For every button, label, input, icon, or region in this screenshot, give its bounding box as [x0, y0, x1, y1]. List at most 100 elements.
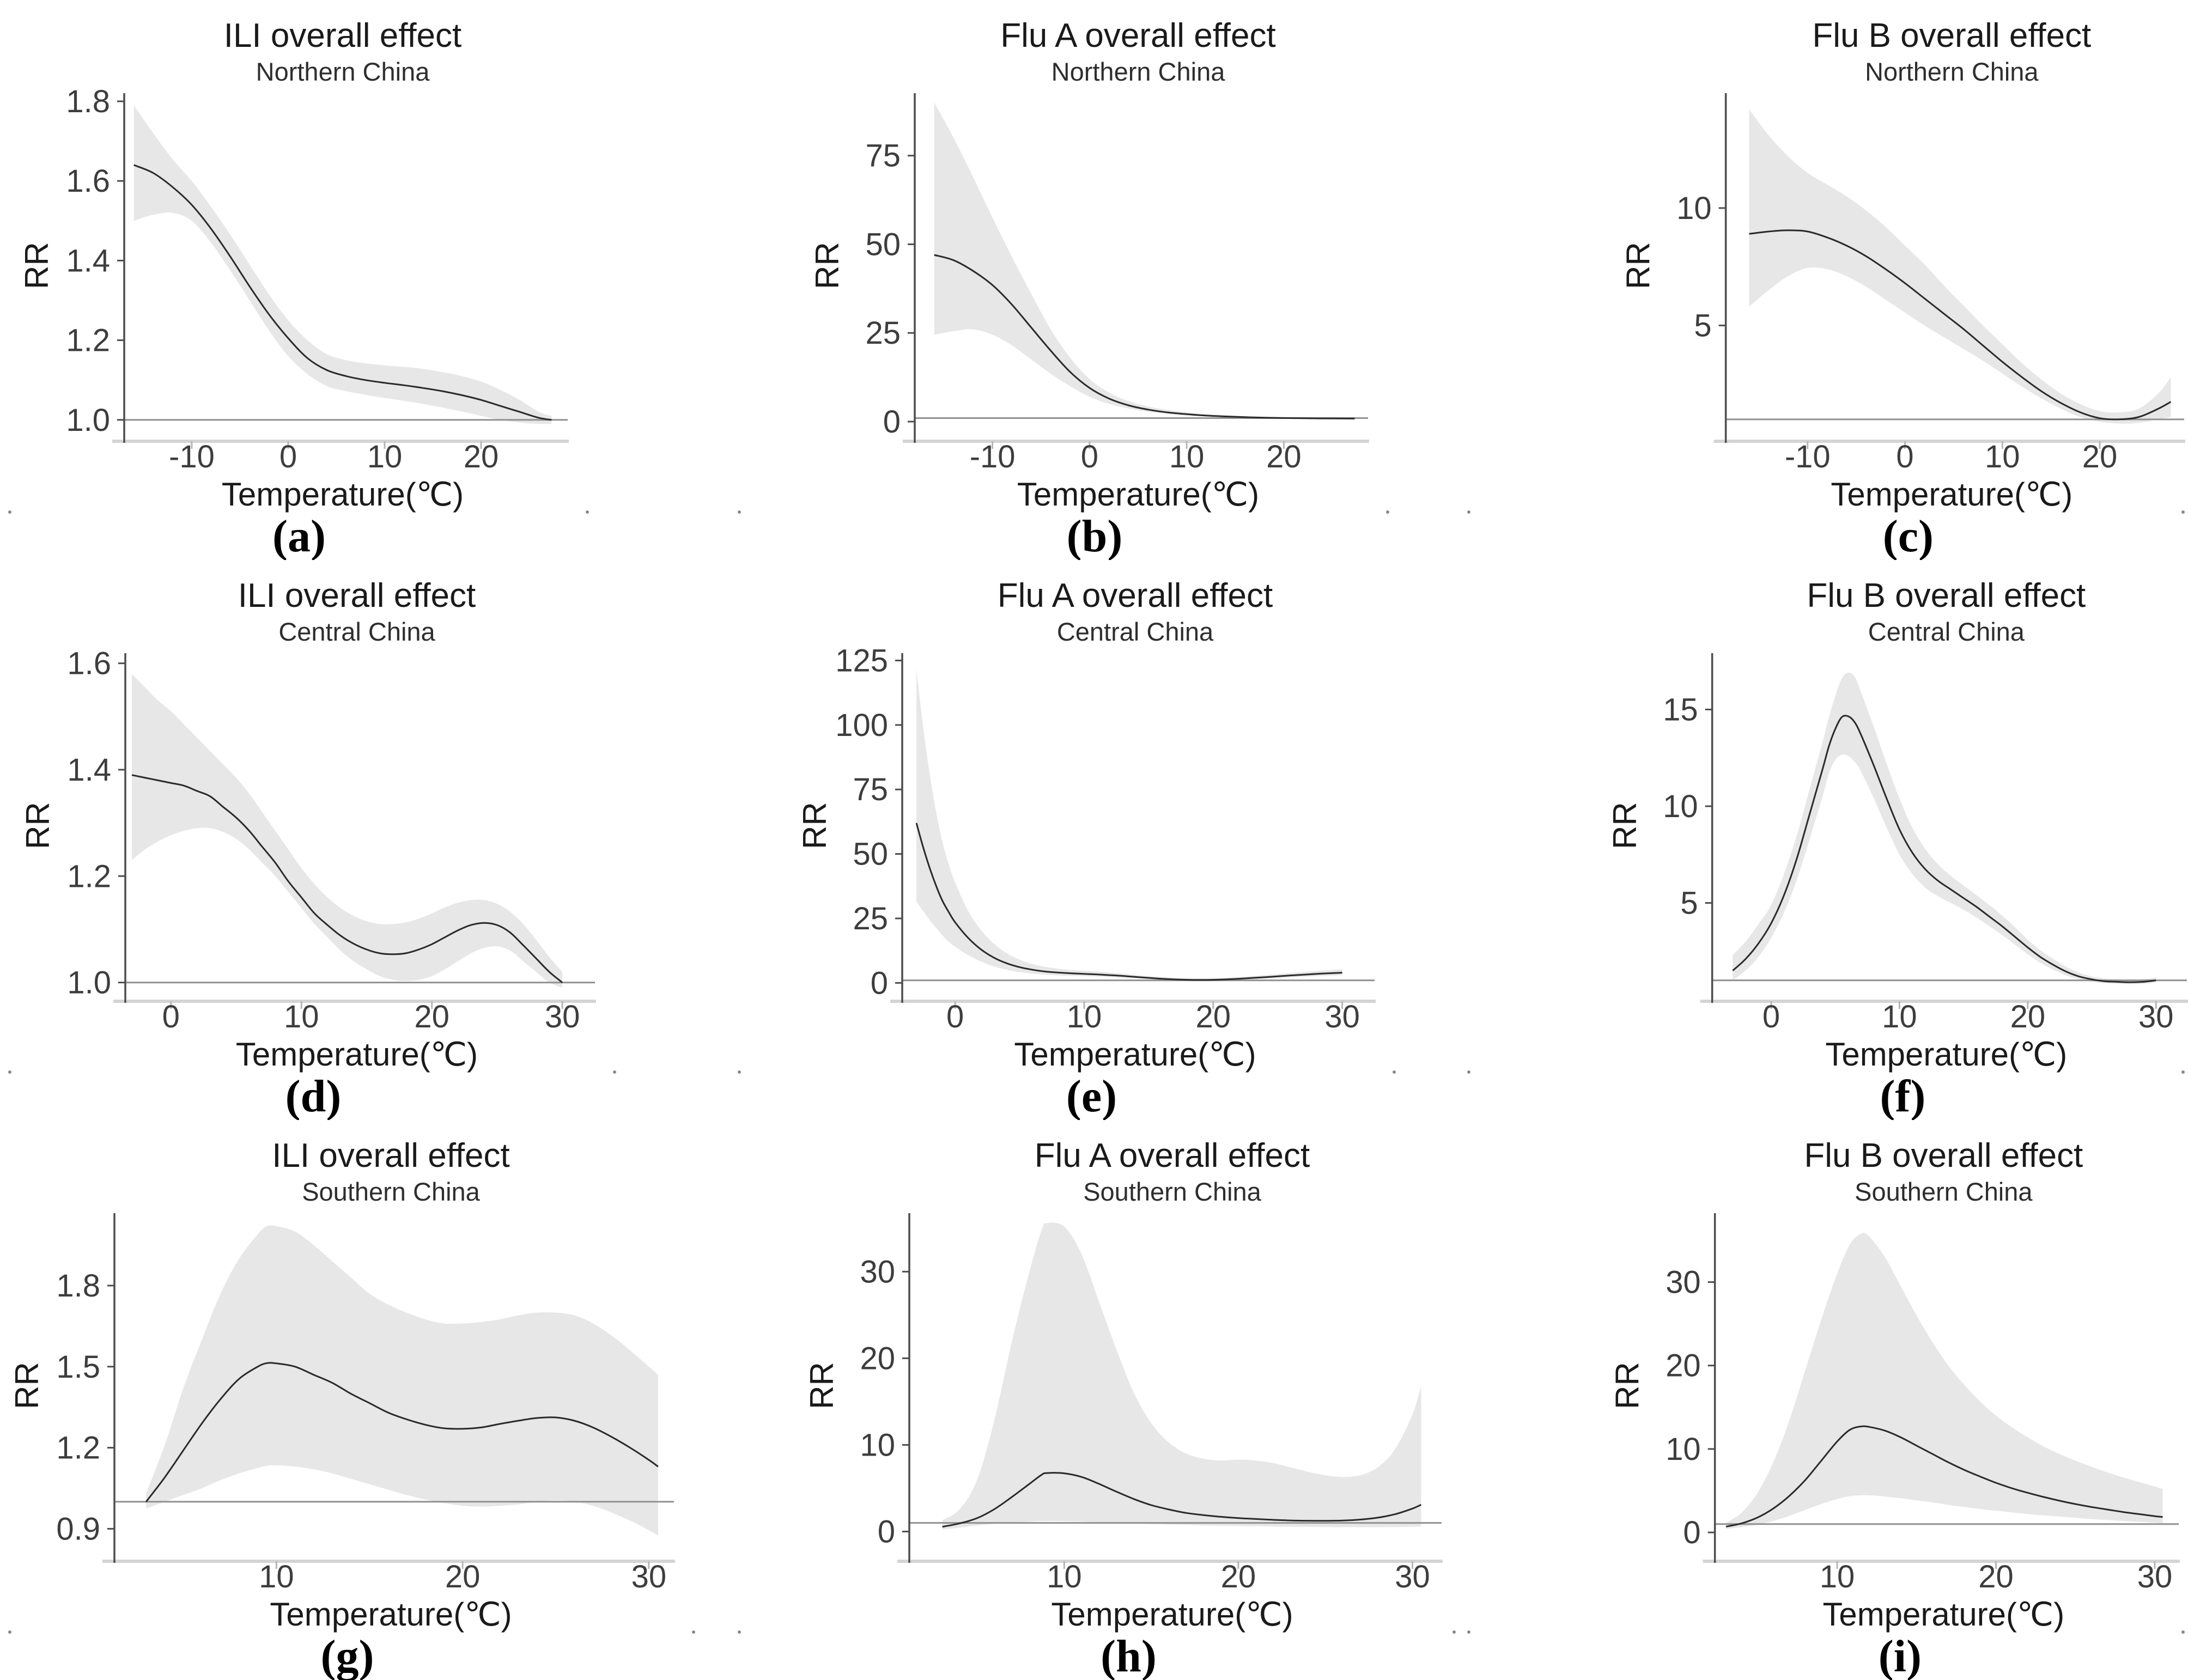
separator-dot	[2181, 1070, 2185, 1074]
y-tick-label: 1.8	[56, 1268, 100, 1304]
chart-canvas: 0 10 20 30 10 20 30 Flu A overall effect Souther…	[738, 1137, 1456, 1680]
separator-dot	[1393, 1070, 1396, 1074]
x-tick-label: 20	[2082, 440, 2117, 474]
panel-letter: (b)	[1067, 511, 1123, 560]
y-axis-title: RR	[1609, 1362, 1646, 1409]
y-axis-title: RR	[19, 242, 55, 289]
x-tick-label: 0	[162, 999, 180, 1034]
separator-dot	[1467, 510, 1470, 514]
panel-subtitle: Northern China	[256, 57, 430, 86]
x-tick-label: 30	[2137, 1560, 2172, 1594]
chart-panel-f: 5 10 15 0 10 20 30 Flu B overall effect Central …	[1459, 560, 2188, 1120]
panel-letter: (d)	[285, 1071, 342, 1120]
chart-canvas: 1.0 1.2 1.4 1.6 0 10 20 30 ILI overall effect Cen…	[8, 577, 616, 1120]
x-tick-label: 10	[367, 439, 403, 474]
panel-title: ILI overall effect	[224, 17, 462, 54]
chart-panel-i: 0 10 20 30 10 20 30 Flu B overall effect Souther…	[1459, 1120, 2188, 1680]
separator-dot	[8, 1630, 11, 1634]
y-tick-label: 1.4	[66, 243, 110, 278]
rr-curve	[145, 1362, 659, 1502]
panel-title: Flu B overall effect	[1812, 17, 2091, 54]
x-tick-label: 20	[1266, 439, 1302, 474]
y-tick-label: 100	[835, 708, 888, 743]
y-tick-label: 5	[1694, 308, 1711, 343]
separator-dot	[2181, 1630, 2185, 1634]
y-tick-label: 125	[835, 643, 888, 678]
panel-letter: (h)	[1101, 1631, 1157, 1680]
y-tick-label: 5	[1680, 886, 1698, 921]
confidence-band	[1733, 672, 2156, 984]
x-tick-label: 0	[1081, 439, 1098, 474]
chart-canvas: 0 25 50 75 100 125 0 10 20 30 Flu A overall effect…	[738, 577, 1396, 1120]
panel-title: Flu A overall effect	[1035, 1137, 1310, 1174]
confidence-band	[1726, 1233, 2163, 1529]
x-axis-title: Temperature(℃)	[270, 1596, 512, 1633]
x-tick-label: 10	[1067, 999, 1102, 1034]
x-tick-label: -10	[1785, 440, 1831, 474]
confidence-band	[934, 102, 1355, 419]
y-tick-label: 30	[1666, 1265, 1700, 1300]
panel-title: ILI overall effect	[238, 577, 476, 614]
y-tick-label: 0.9	[56, 1511, 100, 1547]
chart-panel-a: 1.0 1.2 1.4 1.6 1.8 -10 0 10 20 ILI overall effec…	[0, 0, 730, 560]
confidence-band	[146, 1225, 658, 1536]
x-tick-label: 20	[445, 1559, 481, 1594]
panel-letter: (a)	[272, 511, 326, 560]
y-tick-label: 1.2	[56, 1431, 100, 1466]
panel-subtitle: Northern China	[1052, 57, 1226, 86]
y-axis-title: RR	[797, 802, 833, 849]
confidence-band	[916, 668, 1342, 981]
confidence-band	[942, 1222, 1421, 1530]
panel-subtitle: Central China	[1868, 617, 2025, 646]
x-axis-title: Temperature(℃)	[236, 1036, 478, 1073]
panel-subtitle: Southern China	[1083, 1177, 1261, 1206]
separator-dot	[8, 510, 11, 514]
x-tick-label: 10	[1047, 1559, 1082, 1594]
separator-dot	[8, 1070, 11, 1074]
chart-canvas: 0 25 50 75 -10 0 10 20 Flu A overall effect North…	[738, 17, 1389, 560]
y-tick-label: 50	[853, 837, 888, 872]
x-tick-label: 30	[631, 1559, 667, 1594]
y-tick-label: 0	[871, 965, 888, 1001]
y-tick-label: 15	[1663, 692, 1698, 727]
x-axis-title: Temperature(℃)	[1051, 1596, 1293, 1633]
y-tick-label: 1.6	[66, 163, 110, 199]
y-tick-label: 75	[865, 138, 901, 174]
x-tick-label: 10	[1985, 440, 2020, 474]
y-tick-label: 10	[1663, 789, 1698, 824]
y-tick-label: 1.6	[67, 646, 111, 681]
y-axis-title: RR	[1607, 802, 1643, 849]
x-tick-label: 20	[2010, 1000, 2045, 1034]
y-tick-label: 0	[883, 404, 901, 440]
panel-subtitle: Southern China	[302, 1177, 480, 1206]
panel-letter: (e)	[1066, 1071, 1117, 1120]
y-tick-label: 25	[853, 901, 888, 936]
y-tick-label: 10	[1666, 1432, 1700, 1467]
y-tick-label: 1.2	[66, 323, 110, 358]
chart-canvas: 0.9 1.2 1.5 1.8 10 20 30 ILI overall effect Sout…	[8, 1137, 695, 1680]
y-tick-label: 1.0	[67, 965, 111, 1001]
chart-panel-g: 0.9 1.2 1.5 1.8 10 20 30 ILI overall effect Sout…	[0, 1120, 730, 1680]
x-tick-label: 0	[1896, 440, 1913, 474]
x-tick-label: 20	[414, 999, 449, 1034]
x-tick-label: 30	[1324, 999, 1360, 1034]
separator-dot	[1386, 510, 1389, 514]
y-tick-label: 0	[1683, 1515, 1700, 1550]
panel-letter: (i)	[1879, 1631, 1922, 1680]
chart-canvas: 5 10 15 0 10 20 30 Flu B overall effect Central …	[1467, 577, 2188, 1120]
x-axis-title: Temperature(℃)	[1825, 1036, 2067, 1073]
rr-curve	[133, 164, 552, 421]
x-axis-title: Temperature(℃)	[1831, 476, 2072, 513]
x-tick-label: 20	[1221, 1559, 1256, 1594]
x-tick-label: 0	[279, 439, 297, 474]
confidence-band	[133, 105, 552, 424]
x-axis-title: Temperature(℃)	[1017, 476, 1259, 513]
rr-curve	[942, 1472, 1422, 1528]
x-tick-label: 20	[1978, 1560, 2013, 1594]
chart-panel-h: 0 10 20 30 10 20 30 Flu A overall effect Souther…	[730, 1120, 1459, 1680]
y-tick-label: 1.8	[66, 84, 110, 119]
y-tick-label: 75	[853, 772, 888, 807]
separator-dot	[738, 510, 741, 514]
